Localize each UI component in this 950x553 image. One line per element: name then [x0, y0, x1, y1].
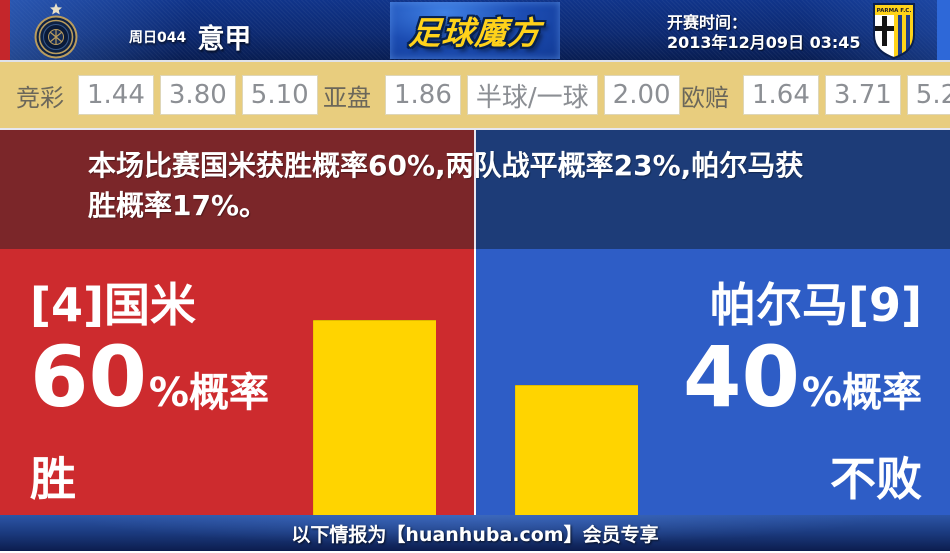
- away-probability-bar: [515, 385, 638, 515]
- kickoff-datetime: 2013年12月09日 03:45: [667, 33, 861, 52]
- header: 周日044 意甲 足球魔方 开赛时间： 2013年12月09日 03:45: [0, 0, 950, 62]
- away-percent-line: 40%概率: [683, 335, 922, 443]
- jingcai-home-odds: 1.44: [78, 75, 154, 115]
- home-team-name: [4]国米: [30, 278, 197, 332]
- away-percent-value: 40: [683, 328, 800, 426]
- euro-odds-label: 欧赔: [681, 83, 729, 112]
- parma-logo: PARMA F.C.: [871, 3, 917, 60]
- prediction-text: 本场比赛国米获胜概率60%,两队战平概率23%,帕尔马获 胜概率17%。: [88, 146, 895, 226]
- match-title: 周日044 意甲: [129, 17, 251, 56]
- right-blue-strip: [937, 0, 950, 60]
- home-outcome: 胜: [30, 452, 76, 506]
- away-dark-panel: [476, 130, 950, 249]
- jingcai-away-odds: 5.10: [241, 75, 318, 115]
- away-outcome: 不败: [830, 452, 922, 506]
- home-percent-suffix: %概率: [148, 370, 269, 416]
- parma-badge-text: PARMA F.C.: [877, 8, 912, 14]
- panel-divider-2: [474, 249, 476, 515]
- site-logo-panel: 足球魔方: [390, 2, 560, 59]
- inter-milan-logo: [33, 3, 79, 60]
- jingcai-label: 竞彩: [16, 83, 64, 112]
- kickoff-info: 开赛时间： 2013年12月09日 03:45: [667, 13, 861, 53]
- main-content: 本场比赛国米获胜概率60%,两队战平概率23%,帕尔马获 胜概率17%。 [4]…: [0, 128, 950, 515]
- euro-odds-group: 欧赔 1.64 3.71 5.20: [681, 62, 950, 128]
- home-percent-value: 60: [30, 328, 147, 426]
- jingcai-draw-odds: 3.80: [159, 75, 236, 115]
- kickoff-label: 开赛时间：: [667, 13, 748, 32]
- away-team-name: 帕尔马[9]: [709, 278, 922, 332]
- euro-away-odds: 5.20: [906, 75, 950, 115]
- prediction-band: 本场比赛国米获胜概率60%,两队战平概率23%,帕尔马获 胜概率17%。: [0, 130, 950, 249]
- star-icon: [50, 3, 62, 15]
- asian-away-odds: 2.00: [603, 75, 680, 115]
- prediction-line-2: 胜概率17%。: [88, 189, 268, 222]
- euro-home-odds: 1.64: [743, 75, 819, 115]
- left-red-strip: [0, 0, 10, 60]
- footer: 以下情报为【huanhuba.com】会员专享: [0, 515, 950, 551]
- away-probability-panel: 帕尔马[9] 40%概率 不败: [683, 279, 922, 507]
- away-percent-suffix: %概率: [801, 370, 922, 416]
- asian-home-odds: 1.86: [385, 75, 461, 115]
- home-probability-panel: [4]国米 60%概率 胜: [30, 279, 269, 507]
- home-percent-line: 60%概率: [30, 335, 269, 443]
- euro-draw-odds: 3.71: [824, 75, 901, 115]
- site-logo: 足球魔方: [407, 13, 543, 52]
- probability-band: [4]国米 60%概率 胜 帕尔马[9] 40%概率 不败: [0, 249, 950, 515]
- panel-divider: [474, 130, 476, 249]
- match-number: 周日044: [129, 30, 187, 46]
- asian-handicap-label: 亚盘: [323, 83, 371, 112]
- asian-handicap-line: 半球/一球: [466, 75, 598, 115]
- prediction-line-1: 本场比赛国米获胜概率60%,两队战平概率23%,帕尔马获: [88, 149, 804, 182]
- home-dark-panel: [0, 130, 474, 249]
- asian-handicap-group: 亚盘 1.86 半球/一球 2.00: [323, 62, 680, 128]
- home-probability-bar: [313, 320, 436, 515]
- jingcai-odds-group: 竞彩 1.44 3.80 5.10: [16, 62, 318, 128]
- odds-bar: 竞彩 1.44 3.80 5.10 亚盘 1.86 半球/一球 2.00 欧赔 …: [0, 62, 950, 128]
- footer-notice: 以下情报为【huanhuba.com】会员专享: [291, 523, 659, 546]
- league-name: 意甲: [197, 24, 252, 55]
